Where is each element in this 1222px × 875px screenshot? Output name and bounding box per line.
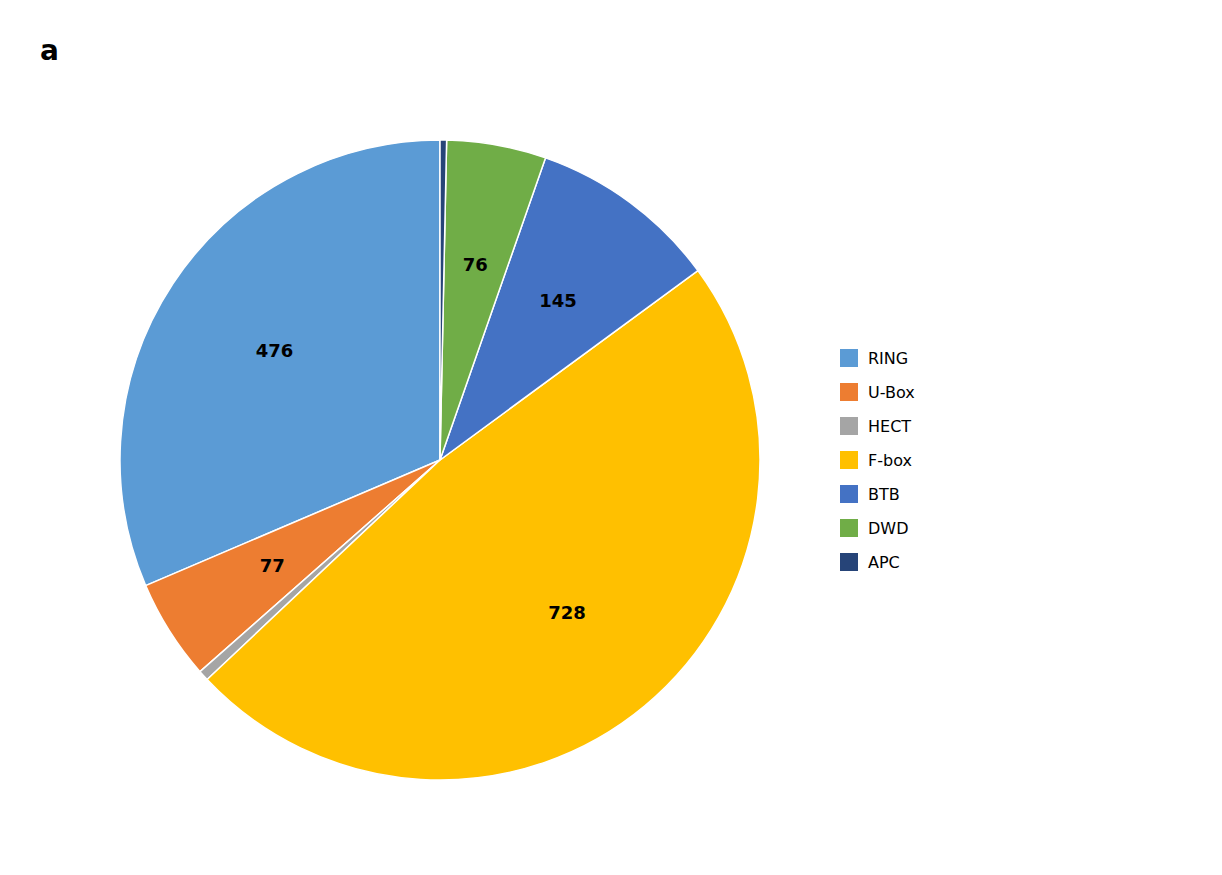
chart: a 476 77 728 145 76 RING U-Box HECT F-box BTB DWD AP… xyxy=(0,0,1222,875)
data-label: 728 xyxy=(548,602,586,623)
legend-item: HECT xyxy=(840,417,911,436)
data-label: 145 xyxy=(539,290,577,311)
pie: 476 77 728 145 76 xyxy=(120,140,760,780)
legend-label: U-Box xyxy=(868,383,915,402)
legend-label: RING xyxy=(868,349,908,368)
legend-label: HECT xyxy=(868,417,911,436)
legend-swatch xyxy=(840,553,858,571)
legend-swatch xyxy=(840,519,858,537)
legend-swatch xyxy=(840,451,858,469)
data-label: 476 xyxy=(256,340,294,361)
legend-item: DWD xyxy=(840,519,908,538)
pie-slice xyxy=(440,140,545,460)
legend-item: U-Box xyxy=(840,383,915,402)
title: a xyxy=(40,34,59,67)
legend-label: APC xyxy=(868,553,900,572)
legend-label: DWD xyxy=(868,519,908,538)
legend-item: F-box xyxy=(840,451,912,470)
legend: RING U-Box HECT F-box BTB DWD APC xyxy=(840,349,915,572)
legend-item: APC xyxy=(840,553,900,572)
legend-item: RING xyxy=(840,349,908,368)
legend-label: F-box xyxy=(868,451,912,470)
legend-label: BTB xyxy=(868,485,900,504)
legend-swatch xyxy=(840,383,858,401)
legend-swatch xyxy=(840,485,858,503)
pie-slice xyxy=(440,140,447,460)
legend-item: BTB xyxy=(840,485,900,504)
data-label: 77 xyxy=(260,555,285,576)
legend-swatch xyxy=(840,349,858,367)
legend-swatch xyxy=(840,417,858,435)
data-label: 76 xyxy=(463,254,488,275)
